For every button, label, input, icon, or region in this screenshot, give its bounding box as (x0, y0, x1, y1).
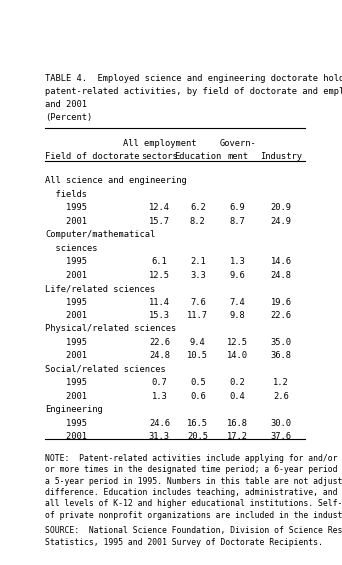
Text: 16.5: 16.5 (187, 419, 208, 428)
Text: 8.7: 8.7 (230, 216, 246, 225)
Text: TABLE 4.  Employed science and engineering doctorate holders engaged in: TABLE 4. Employed science and engineerin… (45, 75, 342, 83)
Text: Social/related sciences: Social/related sciences (45, 365, 166, 374)
Text: Govern-: Govern- (219, 139, 256, 147)
Text: a 5-year period in 1995. Numbers in this table are not adjusted for the time spa: a 5-year period in 1995. Numbers in this… (45, 477, 342, 486)
Text: 2001: 2001 (45, 351, 88, 360)
Text: difference. Education includes teaching, administrative, and research positions : difference. Education includes teaching,… (45, 488, 342, 497)
Text: (Percent): (Percent) (45, 114, 93, 123)
Text: or more times in the designated time period; a 6-year period was used in 2001 an: or more times in the designated time per… (45, 466, 342, 475)
Text: 1995: 1995 (45, 338, 88, 347)
Text: Statistics, 1995 and 2001 Survey of Doctorate Recipients.: Statistics, 1995 and 2001 Survey of Doct… (45, 538, 323, 547)
Text: 1995: 1995 (45, 203, 88, 212)
Text: 2001: 2001 (45, 392, 88, 401)
Text: 7.6: 7.6 (190, 298, 206, 306)
Text: 2001: 2001 (45, 216, 88, 225)
Text: 7.4: 7.4 (230, 298, 246, 306)
Text: 1.3: 1.3 (230, 257, 246, 266)
Text: 2.6: 2.6 (273, 392, 289, 401)
Text: 1.2: 1.2 (273, 379, 289, 388)
Text: Life/related sciences: Life/related sciences (45, 284, 156, 293)
Text: 31.3: 31.3 (149, 432, 170, 441)
Text: Computer/mathematical: Computer/mathematical (45, 230, 156, 239)
Text: 14.0: 14.0 (227, 351, 248, 360)
Text: 35.0: 35.0 (271, 338, 292, 347)
Text: 12.5: 12.5 (227, 338, 248, 347)
Text: 24.8: 24.8 (271, 271, 292, 280)
Text: 10.5: 10.5 (187, 351, 208, 360)
Text: All science and engineering: All science and engineering (45, 176, 187, 185)
Text: 2001: 2001 (45, 311, 88, 320)
Text: sciences: sciences (45, 244, 98, 253)
Text: 6.9: 6.9 (230, 203, 246, 212)
Text: Physical/related sciences: Physical/related sciences (45, 324, 177, 333)
Text: NOTE:  Patent-related activities include applying for and/or obtaining patents o: NOTE: Patent-related activities include … (45, 454, 342, 463)
Text: of private nonprofit organizations are included in the industry sector.: of private nonprofit organizations are i… (45, 511, 342, 520)
Text: 2001: 2001 (45, 271, 88, 280)
Text: fields: fields (45, 190, 88, 199)
Text: 2.1: 2.1 (190, 257, 206, 266)
Text: 22.6: 22.6 (149, 338, 170, 347)
Text: patent-related activities, by field of doctorate and employment sector: 1995: patent-related activities, by field of d… (45, 88, 342, 97)
Text: 24.6: 24.6 (149, 419, 170, 428)
Text: 6.2: 6.2 (190, 203, 206, 212)
Text: 2001: 2001 (45, 432, 88, 441)
Text: Field of doctorate: Field of doctorate (45, 152, 140, 161)
Text: 9.4: 9.4 (190, 338, 206, 347)
Text: 24.8: 24.8 (149, 351, 170, 360)
Text: 6.1: 6.1 (152, 257, 167, 266)
Text: 0.6: 0.6 (190, 392, 206, 401)
Text: 0.4: 0.4 (230, 392, 246, 401)
Text: 3.3: 3.3 (190, 271, 206, 280)
Text: 9.8: 9.8 (230, 311, 246, 320)
Text: 15.7: 15.7 (149, 216, 170, 225)
Text: 14.6: 14.6 (271, 257, 292, 266)
Text: 1995: 1995 (45, 379, 88, 388)
Text: 37.6: 37.6 (271, 432, 292, 441)
Text: 0.7: 0.7 (152, 379, 167, 388)
Text: All employment: All employment (123, 139, 196, 147)
Text: ment: ment (227, 152, 248, 161)
Text: 30.0: 30.0 (271, 419, 292, 428)
Text: Industry: Industry (260, 152, 302, 161)
Text: 1.3: 1.3 (152, 392, 167, 401)
Text: 1995: 1995 (45, 419, 88, 428)
Text: 24.9: 24.9 (271, 216, 292, 225)
Text: 15.3: 15.3 (149, 311, 170, 320)
Text: 0.2: 0.2 (230, 379, 246, 388)
Text: 16.8: 16.8 (227, 419, 248, 428)
Text: SOURCE:  National Science Foundation, Division of Science Resources: SOURCE: National Science Foundation, Div… (45, 527, 342, 536)
Text: 0.5: 0.5 (190, 379, 206, 388)
Text: 20.5: 20.5 (187, 432, 208, 441)
Text: 17.2: 17.2 (227, 432, 248, 441)
Text: 19.6: 19.6 (271, 298, 292, 306)
Text: 20.9: 20.9 (271, 203, 292, 212)
Text: 12.5: 12.5 (149, 271, 170, 280)
Text: 1995: 1995 (45, 257, 88, 266)
Text: 11.4: 11.4 (149, 298, 170, 306)
Text: 8.2: 8.2 (190, 216, 206, 225)
Text: and 2001: and 2001 (45, 101, 88, 110)
Text: 11.7: 11.7 (187, 311, 208, 320)
Text: Education: Education (174, 152, 221, 161)
Text: 12.4: 12.4 (149, 203, 170, 212)
Text: Engineering: Engineering (45, 406, 103, 414)
Text: 9.6: 9.6 (230, 271, 246, 280)
Text: all levels of K-12 and higher educational institutions. Self-employed and employ: all levels of K-12 and higher educationa… (45, 499, 342, 508)
Text: 1995: 1995 (45, 298, 88, 306)
Text: 22.6: 22.6 (271, 311, 292, 320)
Text: 36.8: 36.8 (271, 351, 292, 360)
Text: sectors: sectors (141, 152, 178, 161)
